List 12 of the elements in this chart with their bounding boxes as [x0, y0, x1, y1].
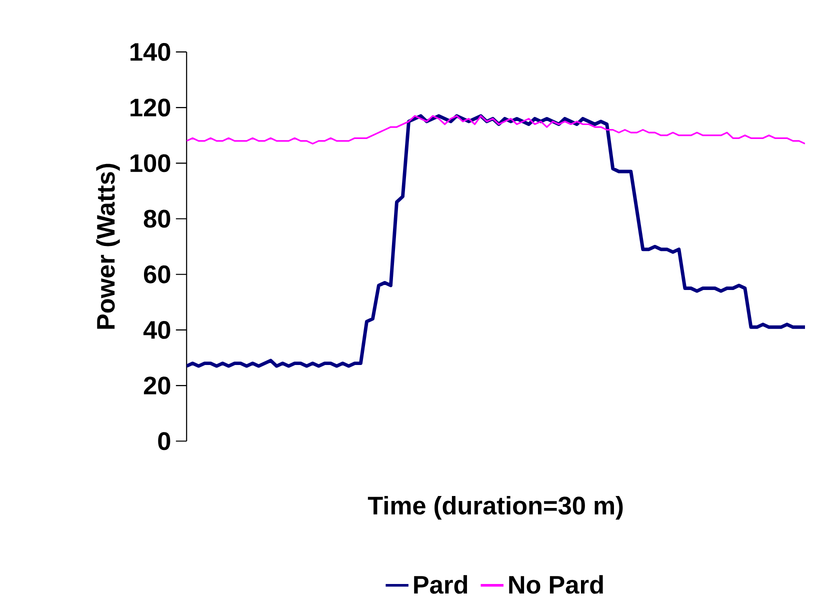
y-tick-label: 140	[130, 43, 170, 62]
y-tick-label: 20	[144, 376, 170, 395]
y-tick-label: 40	[143, 321, 170, 340]
y-tick-label: 80	[144, 210, 170, 228]
x-axis-title: Time (duration=30 m)	[368, 496, 623, 520]
y-tick-label: 0	[158, 432, 170, 450]
legend-label: No Pard	[509, 575, 603, 594]
y-axis-title: Power (Watts)	[96, 164, 120, 329]
legend-label: Pard	[414, 575, 468, 594]
y-tick-label: 120	[130, 98, 170, 117]
y-tick-label: 60	[144, 266, 170, 284]
y-tick-label: 100	[130, 154, 170, 172]
